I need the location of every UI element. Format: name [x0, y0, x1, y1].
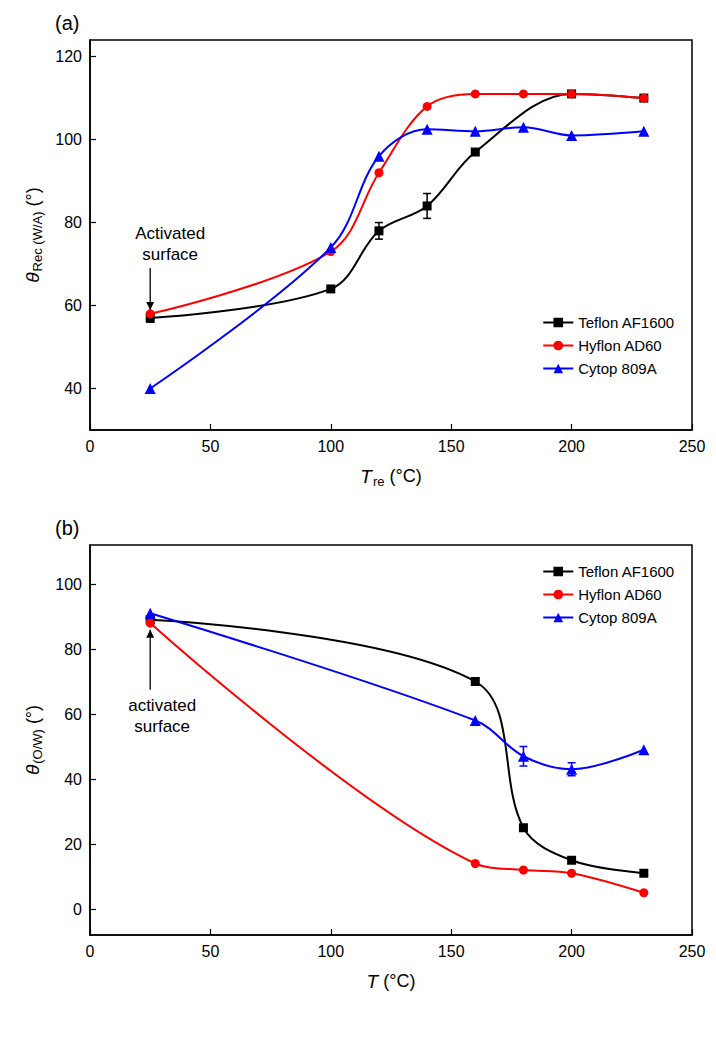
svg-text:(°C): (°C) — [378, 971, 415, 991]
svg-text:150: 150 — [438, 438, 465, 455]
svg-text:re: re — [373, 474, 385, 489]
svg-text:100: 100 — [55, 131, 82, 148]
svg-text:250: 250 — [679, 438, 706, 455]
svg-text:Cytop 809A: Cytop 809A — [578, 609, 656, 626]
svg-text:50: 50 — [202, 943, 220, 960]
svg-text:0: 0 — [86, 943, 95, 960]
svg-text:40: 40 — [64, 380, 82, 397]
svg-text:Hyflon AD60: Hyflon AD60 — [578, 586, 661, 603]
svg-text:Activated: Activated — [135, 224, 205, 243]
svg-text:80: 80 — [64, 214, 82, 231]
svg-text:60: 60 — [64, 297, 82, 314]
svg-text:60: 60 — [64, 706, 82, 723]
svg-text:120: 120 — [55, 48, 82, 65]
svg-text:(°): (°) — [23, 187, 43, 211]
svg-text:150: 150 — [438, 943, 465, 960]
svg-text:Hyflon AD60: Hyflon AD60 — [578, 337, 661, 354]
svg-text:200: 200 — [558, 438, 585, 455]
svg-text:(b): (b) — [55, 517, 79, 539]
svg-text:40: 40 — [64, 771, 82, 788]
svg-text:0: 0 — [86, 438, 95, 455]
svg-text:T: T — [360, 466, 373, 487]
svg-text:Teflon AF1600: Teflon AF1600 — [578, 314, 674, 331]
svg-text:surface: surface — [142, 245, 198, 264]
svg-text:T: T — [366, 970, 379, 992]
svg-text:200: 200 — [558, 943, 585, 960]
svg-text:surface: surface — [134, 717, 190, 736]
svg-text:θ: θ — [22, 272, 43, 283]
svg-text:Teflon AF1600: Teflon AF1600 — [578, 563, 674, 580]
svg-text:(O/W): (O/W) — [30, 729, 45, 764]
svg-text:100: 100 — [317, 438, 344, 455]
svg-text:100: 100 — [317, 943, 344, 960]
svg-text:(°C): (°C) — [384, 466, 421, 486]
svg-text:20: 20 — [64, 836, 82, 853]
svg-text:100: 100 — [55, 576, 82, 593]
svg-text:50: 50 — [202, 438, 220, 455]
svg-text:250: 250 — [679, 943, 706, 960]
svg-text:(a): (a) — [55, 12, 79, 34]
svg-text:0: 0 — [73, 901, 82, 918]
svg-text:Cytop 809A: Cytop 809A — [578, 360, 656, 377]
svg-text:activated: activated — [128, 696, 196, 715]
svg-text:θ: θ — [22, 764, 43, 775]
svg-text:(°): (°) — [23, 705, 43, 729]
svg-text:80: 80 — [64, 641, 82, 658]
svg-text:Rec (W/A): Rec (W/A) — [30, 211, 45, 271]
